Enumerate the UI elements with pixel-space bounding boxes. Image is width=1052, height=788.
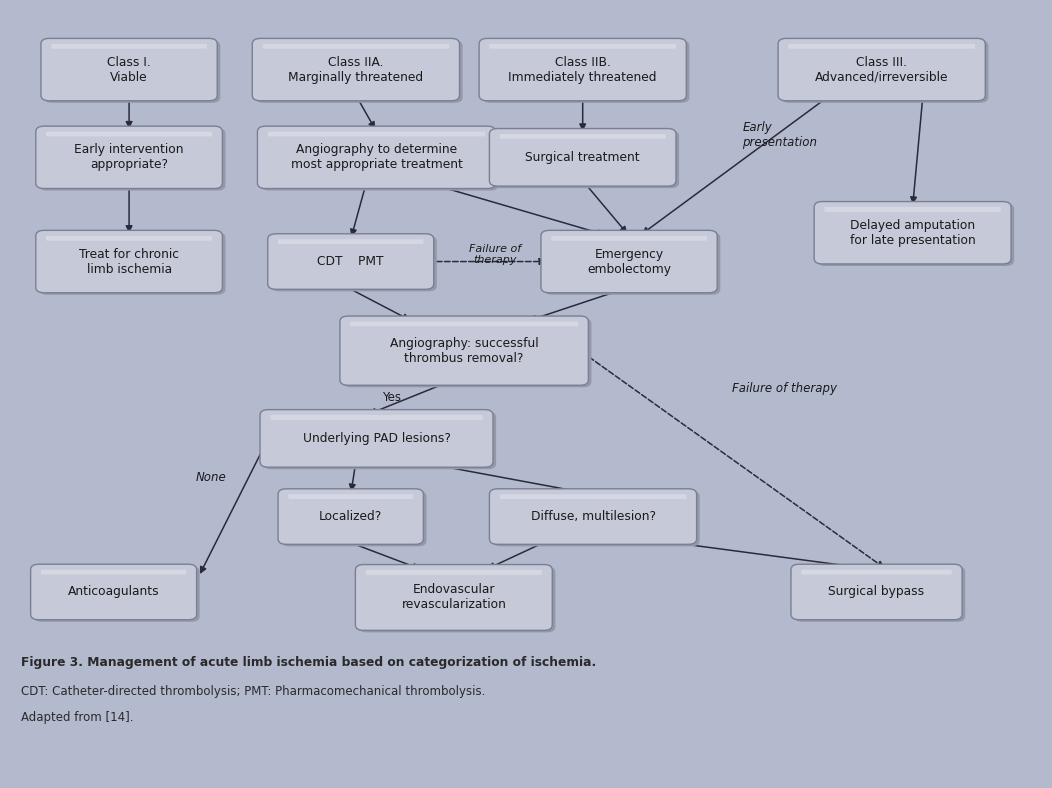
Text: Surgical treatment: Surgical treatment xyxy=(525,151,640,164)
FancyBboxPatch shape xyxy=(263,44,449,49)
FancyBboxPatch shape xyxy=(261,128,499,191)
FancyBboxPatch shape xyxy=(366,570,542,574)
FancyBboxPatch shape xyxy=(500,134,666,139)
Text: Angiography to determine
most appropriate treatment: Angiography to determine most appropriat… xyxy=(290,143,463,171)
FancyBboxPatch shape xyxy=(778,39,986,101)
FancyBboxPatch shape xyxy=(500,494,686,499)
Text: Treat for chronic
limb ischemia: Treat for chronic limb ischemia xyxy=(79,247,179,276)
FancyBboxPatch shape xyxy=(270,415,483,420)
Text: CDT    PMT: CDT PMT xyxy=(318,255,384,268)
FancyBboxPatch shape xyxy=(489,489,696,545)
FancyBboxPatch shape xyxy=(44,40,220,102)
FancyBboxPatch shape xyxy=(36,126,222,188)
Text: Anticoagulants: Anticoagulants xyxy=(67,585,160,598)
FancyBboxPatch shape xyxy=(258,126,495,188)
FancyBboxPatch shape xyxy=(34,567,200,622)
FancyBboxPatch shape xyxy=(278,240,423,244)
Text: Adapted from [14].: Adapted from [14]. xyxy=(21,711,134,723)
FancyBboxPatch shape xyxy=(41,570,186,574)
FancyBboxPatch shape xyxy=(788,44,975,49)
FancyBboxPatch shape xyxy=(825,207,1000,212)
FancyBboxPatch shape xyxy=(551,236,707,240)
FancyBboxPatch shape xyxy=(46,236,213,240)
FancyBboxPatch shape xyxy=(252,39,460,101)
Text: CDT: Catheter-directed thrombolysis; PMT: Pharmacomechanical thrombolysis.: CDT: Catheter-directed thrombolysis; PMT… xyxy=(21,685,485,697)
Text: Class I.
Viable: Class I. Viable xyxy=(107,56,150,84)
FancyBboxPatch shape xyxy=(343,318,591,388)
Text: Early
presentation: Early presentation xyxy=(743,121,817,149)
FancyBboxPatch shape xyxy=(350,322,578,326)
Text: Failure of
therapy: Failure of therapy xyxy=(469,243,521,266)
Text: Angiography: successful
thrombus removal?: Angiography: successful thrombus removal… xyxy=(390,336,539,365)
FancyBboxPatch shape xyxy=(817,203,1014,266)
FancyBboxPatch shape xyxy=(281,491,426,546)
Text: Yes: Yes xyxy=(383,391,402,404)
Text: None: None xyxy=(196,471,227,484)
FancyBboxPatch shape xyxy=(260,410,493,467)
Text: Endovascular
revascularization: Endovascular revascularization xyxy=(402,583,506,611)
FancyBboxPatch shape xyxy=(268,132,485,136)
FancyBboxPatch shape xyxy=(541,230,717,292)
Text: Delayed amputation
for late presentation: Delayed amputation for late presentation xyxy=(850,219,975,247)
Text: Class IIB.
Immediately threatened: Class IIB. Immediately threatened xyxy=(508,56,656,84)
Text: Emergency
embolectomy: Emergency embolectomy xyxy=(587,247,671,276)
FancyBboxPatch shape xyxy=(489,128,676,186)
FancyBboxPatch shape xyxy=(814,202,1011,264)
FancyBboxPatch shape xyxy=(340,316,588,385)
FancyBboxPatch shape xyxy=(356,564,552,630)
FancyBboxPatch shape xyxy=(31,564,197,619)
FancyBboxPatch shape xyxy=(794,567,965,622)
FancyBboxPatch shape xyxy=(39,128,225,191)
FancyBboxPatch shape xyxy=(479,39,686,101)
FancyBboxPatch shape xyxy=(489,44,676,49)
FancyBboxPatch shape xyxy=(802,570,952,574)
FancyBboxPatch shape xyxy=(492,131,680,188)
Text: Underlying PAD lesions?: Underlying PAD lesions? xyxy=(303,432,450,445)
Text: Early intervention
appropriate?: Early intervention appropriate? xyxy=(75,143,184,171)
FancyBboxPatch shape xyxy=(46,132,213,136)
FancyBboxPatch shape xyxy=(544,232,721,295)
FancyBboxPatch shape xyxy=(492,491,700,546)
Text: Localized?: Localized? xyxy=(319,510,382,523)
FancyBboxPatch shape xyxy=(278,489,423,545)
FancyBboxPatch shape xyxy=(791,564,963,619)
Text: Surgical bypass: Surgical bypass xyxy=(829,585,925,598)
FancyBboxPatch shape xyxy=(263,411,497,470)
Text: Diffuse, multilesion?: Diffuse, multilesion? xyxy=(530,510,655,523)
FancyBboxPatch shape xyxy=(256,40,463,102)
FancyBboxPatch shape xyxy=(482,40,689,102)
FancyBboxPatch shape xyxy=(288,494,413,499)
FancyBboxPatch shape xyxy=(41,39,217,101)
FancyBboxPatch shape xyxy=(39,232,225,295)
FancyBboxPatch shape xyxy=(36,230,222,292)
FancyBboxPatch shape xyxy=(782,40,989,102)
FancyBboxPatch shape xyxy=(268,234,433,289)
FancyBboxPatch shape xyxy=(270,236,437,292)
FancyBboxPatch shape xyxy=(52,44,207,49)
Text: Figure 3. Management of acute limb ischemia based on categorization of ischemia.: Figure 3. Management of acute limb ische… xyxy=(21,656,596,669)
Text: Class IIA.
Marginally threatened: Class IIA. Marginally threatened xyxy=(288,56,424,84)
Text: Class III.
Advanced/irreversible: Class III. Advanced/irreversible xyxy=(815,56,949,84)
FancyBboxPatch shape xyxy=(359,567,555,633)
Text: Failure of therapy: Failure of therapy xyxy=(732,382,837,395)
